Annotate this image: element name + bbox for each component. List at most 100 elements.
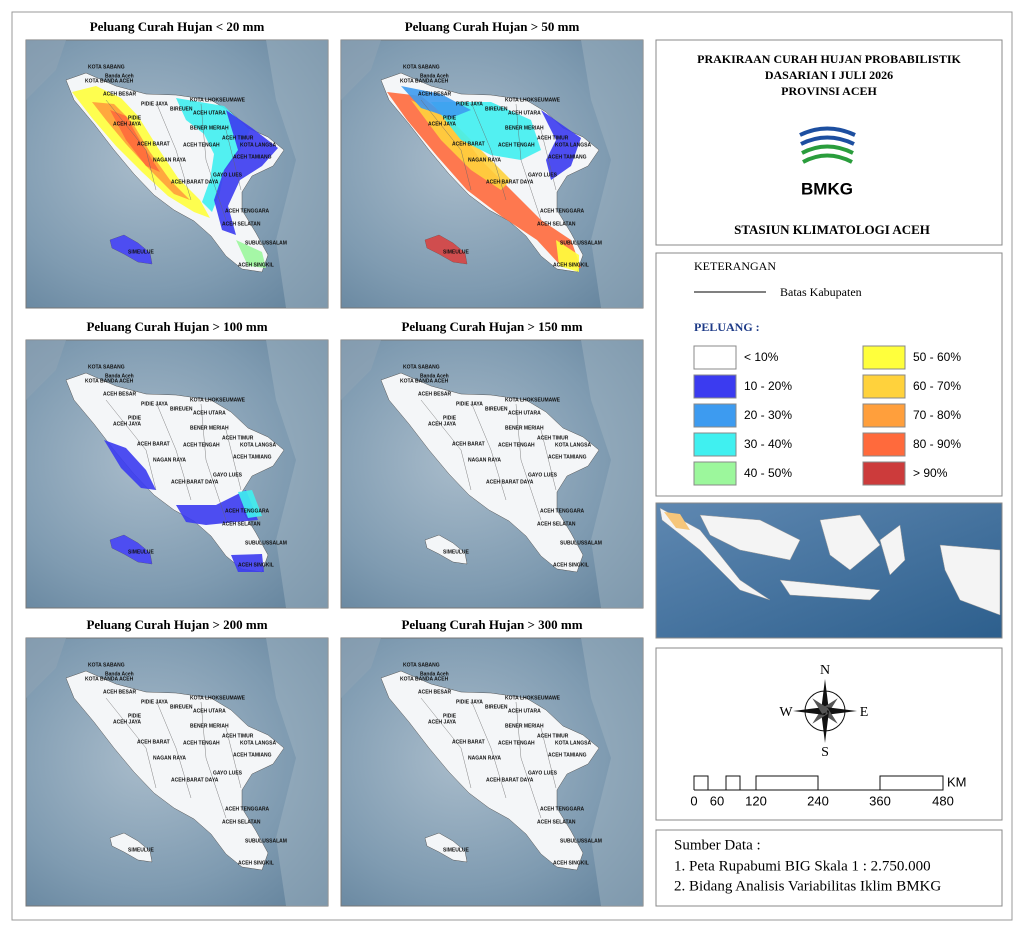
region-label: ACEH SELATAN bbox=[222, 819, 261, 825]
region-label: GAYO LUES bbox=[213, 770, 243, 776]
regency-boundary bbox=[420, 99, 472, 191]
logo-stripe bbox=[799, 126, 856, 137]
region-label: BENER MERIAH bbox=[505, 723, 544, 729]
region-label: SIMEULUE bbox=[128, 549, 155, 555]
region-label: GAYO LUES bbox=[213, 472, 243, 478]
region-label: BENER MERIAH bbox=[190, 723, 229, 729]
legend-swatch bbox=[862, 345, 906, 370]
region-label: BIREUEN bbox=[170, 406, 193, 412]
region-label: ACEH SELATAN bbox=[222, 521, 261, 527]
region-label: KOTA SABANG bbox=[88, 64, 125, 70]
region-label: SIMEULUE bbox=[443, 549, 470, 555]
region-label: SUBULUSSALAM bbox=[245, 540, 287, 546]
land-outline bbox=[26, 638, 66, 698]
compass-label: W bbox=[779, 705, 793, 720]
land-outline bbox=[341, 40, 381, 100]
region-label: ACEH JAYA bbox=[428, 421, 456, 427]
region-label: KOTA SABANG bbox=[403, 364, 440, 370]
source-line: 2. Bidang Analisis Variabilitas Iklim BM… bbox=[674, 878, 941, 894]
regency-boundary bbox=[105, 697, 157, 789]
region-label: ACEH TENGAH bbox=[183, 142, 220, 148]
region-label: Banda Aceh bbox=[105, 671, 134, 677]
region-label: ACEH TENGAH bbox=[183, 442, 220, 448]
region-label: KOTA LANGSA bbox=[240, 740, 276, 746]
scale-label: 240 bbox=[807, 793, 829, 808]
region-label: KOTA LANGSA bbox=[240, 442, 276, 448]
region-label: GAYO LUES bbox=[528, 770, 558, 776]
region-label: PIDIE bbox=[128, 115, 142, 121]
region-label: SIMEULUE bbox=[443, 249, 470, 255]
land-outline bbox=[266, 638, 328, 906]
probability-area bbox=[176, 490, 258, 525]
region-label: ACEH TENGAH bbox=[183, 740, 220, 746]
compass-point bbox=[821, 679, 829, 713]
legend-swatch bbox=[862, 432, 906, 457]
regency-boundary bbox=[105, 399, 157, 491]
region-label: SIMEULUE bbox=[128, 249, 155, 255]
region-label: BENER MERIAH bbox=[505, 125, 544, 131]
region-label: ACEH JAYA bbox=[113, 719, 141, 725]
simeulue bbox=[424, 534, 468, 565]
region-label: ACEH UTARA bbox=[508, 110, 541, 116]
legend-swatch bbox=[693, 345, 737, 370]
panel-title: Peluang Curah Hujan > 200 mm bbox=[86, 617, 267, 632]
scale-label: 120 bbox=[745, 793, 767, 808]
scale-label: 480 bbox=[932, 793, 954, 808]
scale-bar bbox=[693, 775, 944, 791]
logo-stripe bbox=[801, 144, 854, 155]
compass-point bbox=[793, 707, 827, 715]
legend-swatch bbox=[693, 374, 737, 399]
source-line: 1. Peta Rupabumi BIG Skala 1 : 2.750.000 bbox=[674, 858, 931, 874]
region-label: NAGAN RAYA bbox=[153, 457, 186, 463]
aceh bbox=[65, 670, 285, 871]
source-title: Sumber Data : bbox=[674, 837, 761, 853]
region-label: Banda Aceh bbox=[420, 671, 449, 677]
region-label: ACEH BARAT bbox=[137, 441, 170, 447]
frame bbox=[11, 11, 1013, 921]
region-label: PIDIE JAYA bbox=[456, 699, 483, 705]
region-label: ACEH TAMIANG bbox=[548, 154, 587, 160]
probability-area bbox=[214, 110, 278, 235]
region-label: ACEH JAYA bbox=[428, 121, 456, 127]
inset-land bbox=[659, 507, 771, 601]
region-label: BENER MERIAH bbox=[190, 125, 229, 131]
legend-label: 60 - 70% bbox=[913, 379, 961, 393]
region-label: KOTA LHOKSEUMAWE bbox=[190, 695, 246, 701]
legend-swatch bbox=[862, 403, 906, 428]
inset-aceh bbox=[664, 512, 690, 530]
probability-area bbox=[231, 554, 264, 572]
regency-boundary bbox=[200, 403, 227, 521]
region-label: ACEH TENGGARA bbox=[225, 208, 270, 214]
region-label: PIDIE bbox=[443, 115, 457, 121]
region-label: BENER MERIAH bbox=[190, 425, 229, 431]
title-line: PROVINSI ACEH bbox=[781, 84, 877, 98]
legend-swatch bbox=[862, 374, 906, 399]
region-label: ACEH TAMIANG bbox=[233, 154, 272, 160]
region-label: PIDIE JAYA bbox=[456, 401, 483, 407]
region-label: NAGAN RAYA bbox=[468, 157, 501, 163]
region-label: ACEH TIMUR bbox=[222, 733, 254, 739]
legend-boundary: Batas Kabupaten bbox=[780, 285, 862, 299]
region-label: ACEH JAYA bbox=[428, 719, 456, 725]
inset-land bbox=[939, 544, 1001, 616]
land-outline bbox=[341, 638, 381, 698]
region-label: Banda Aceh bbox=[105, 373, 134, 379]
region-label: ACEH UTARA bbox=[508, 708, 541, 714]
regency-boundary bbox=[420, 697, 472, 789]
regency-boundary bbox=[515, 103, 542, 221]
region-label: ACEH TAMIANG bbox=[548, 752, 587, 758]
region-label: ACEH TIMUR bbox=[222, 435, 254, 441]
panel-title: Peluang Curah Hujan > 300 mm bbox=[401, 617, 582, 632]
probability-area bbox=[110, 535, 152, 564]
region-label: BIREUEN bbox=[485, 406, 508, 412]
aceh bbox=[380, 670, 600, 871]
region-label: NAGAN RAYA bbox=[153, 755, 186, 761]
region-label: KOTA LANGSA bbox=[240, 142, 276, 148]
region-label: GAYO LUES bbox=[528, 172, 558, 178]
region-label: ACEH BARAT DAYA bbox=[486, 179, 534, 185]
title-line: DASARIAN I JULI 2026 bbox=[765, 68, 893, 82]
region-label: ACEH BESAR bbox=[103, 391, 136, 397]
